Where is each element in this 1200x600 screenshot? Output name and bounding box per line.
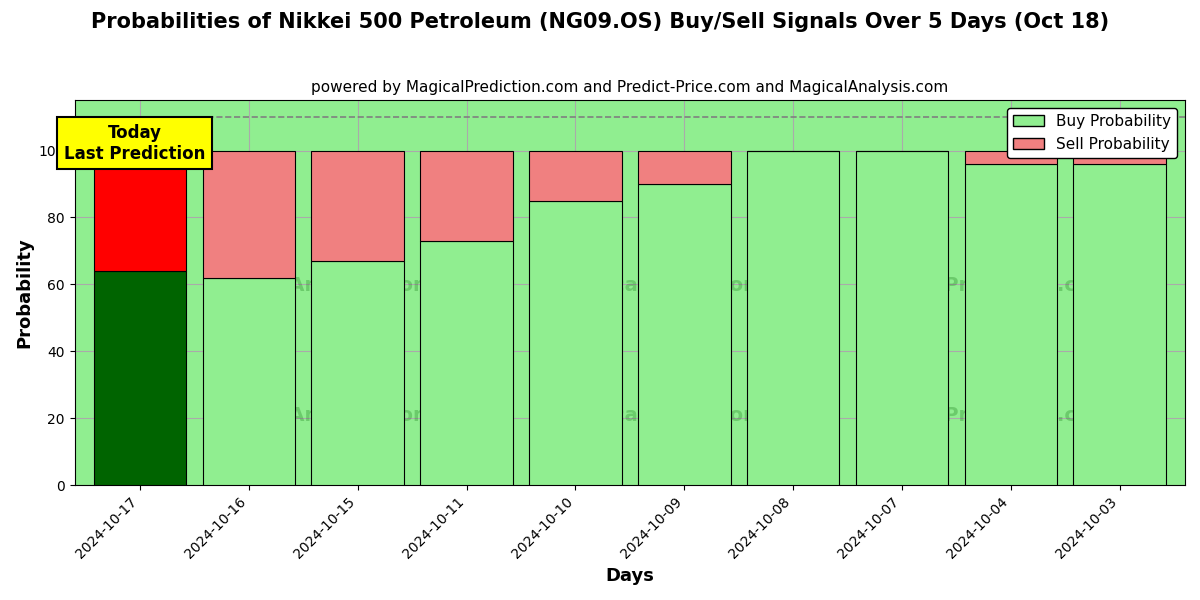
Text: MagicalPrediction.com: MagicalPrediction.com <box>860 275 1110 295</box>
Bar <box>420 241 512 485</box>
Bar <box>203 278 295 485</box>
Text: MagicalPrediction.com: MagicalPrediction.com <box>860 406 1110 425</box>
Text: Probabilities of Nikkei 500 Petroleum (NG09.OS) Buy/Sell Signals Over 5 Days (Oc: Probabilities of Nikkei 500 Petroleum (N… <box>91 12 1109 32</box>
Title: powered by MagicalPrediction.com and Predict-Price.com and MagicalAnalysis.com: powered by MagicalPrediction.com and Pre… <box>311 80 948 95</box>
Bar <box>965 164 1057 485</box>
Bar <box>638 184 731 485</box>
Text: MagicalAnalysis.com: MagicalAnalysis.com <box>205 406 433 425</box>
Bar <box>203 151 295 278</box>
Bar <box>1074 164 1166 485</box>
Text: MagicalAnalysis.com: MagicalAnalysis.com <box>205 275 433 295</box>
Bar <box>312 151 404 261</box>
Text: MagicalPrediction.com: MagicalPrediction.com <box>560 275 810 295</box>
Bar <box>420 151 512 241</box>
Text: MagicalPrediction.com: MagicalPrediction.com <box>560 406 810 425</box>
X-axis label: Days: Days <box>605 567 654 585</box>
Y-axis label: Probability: Probability <box>16 238 34 348</box>
Bar <box>746 151 839 485</box>
Legend: Buy Probability, Sell Probability: Buy Probability, Sell Probability <box>1007 108 1177 158</box>
Bar <box>529 151 622 201</box>
Bar <box>638 151 731 184</box>
Bar <box>94 151 186 271</box>
Bar <box>529 201 622 485</box>
Bar <box>965 151 1057 164</box>
Bar <box>1074 151 1166 164</box>
Text: Today
Last Prediction: Today Last Prediction <box>64 124 205 163</box>
Bar <box>94 271 186 485</box>
Bar <box>312 261 404 485</box>
Bar <box>856 151 948 485</box>
